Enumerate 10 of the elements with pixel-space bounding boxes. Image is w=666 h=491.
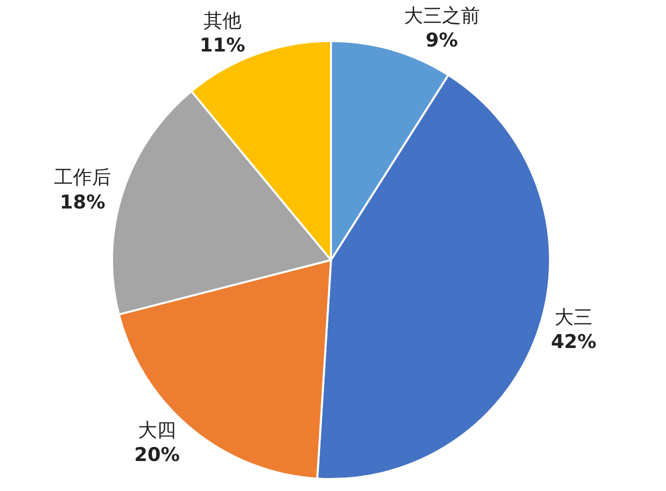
slice-label: 其他 bbox=[203, 10, 242, 32]
slice-label: 大三之前 bbox=[404, 4, 480, 27]
slice-label: 大三 bbox=[554, 306, 593, 329]
data-label: 18% bbox=[60, 191, 106, 214]
data-label: 42% bbox=[550, 331, 596, 354]
data-label: 9% bbox=[426, 30, 458, 52]
data-label: 11% bbox=[200, 34, 246, 57]
slice-label: 大四 bbox=[138, 419, 176, 442]
data-label: 20% bbox=[134, 444, 180, 466]
slice-label: 工作后 bbox=[54, 166, 112, 189]
